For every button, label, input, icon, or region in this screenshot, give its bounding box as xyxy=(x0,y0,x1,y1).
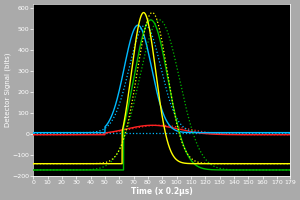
X-axis label: Time (x 0.2μs): Time (x 0.2μs) xyxy=(131,187,192,196)
Y-axis label: Detector Signal (bits): Detector Signal (bits) xyxy=(4,53,11,127)
